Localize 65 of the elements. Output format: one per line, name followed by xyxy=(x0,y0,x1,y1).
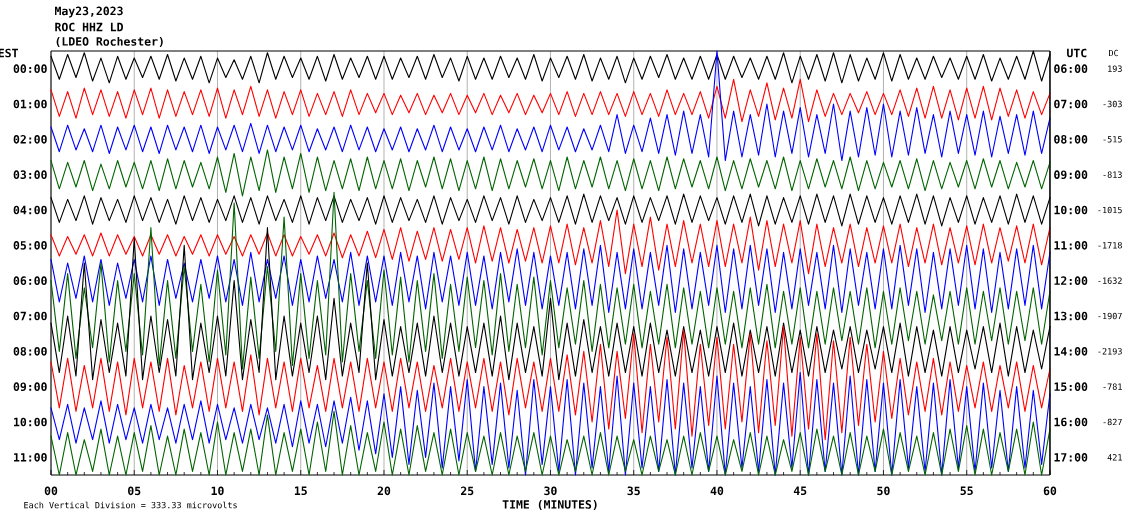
y2-axis-title: UTC xyxy=(1067,48,1087,58)
line-series xyxy=(50,410,1051,476)
y2-tick-label: 17:00 xyxy=(1054,453,1088,462)
x-axis-title: TIME (MINUTES) xyxy=(502,499,597,511)
y2-tick-label: 13:00 xyxy=(1054,311,1088,321)
x-tick-label: 25 xyxy=(460,486,474,496)
y-tick-label: 04:00 xyxy=(13,205,47,215)
x-tick-label: 20 xyxy=(377,486,391,496)
y2-tick-label: 06:00 xyxy=(1054,64,1088,73)
text: -827 xyxy=(1103,418,1122,426)
text: 193 xyxy=(1108,65,1122,72)
y-tick-label: 01:00 xyxy=(13,99,47,109)
text: -1718 xyxy=(1098,242,1122,249)
y-tick-label: 07:00 xyxy=(13,311,47,321)
text: -515 xyxy=(1103,136,1122,143)
y2-tick-label: 09:00 xyxy=(1054,170,1088,180)
x-tick-label: 30 xyxy=(544,486,557,496)
text: -813 xyxy=(1103,171,1122,178)
x-tick-label: 60 xyxy=(1043,486,1057,496)
line-series xyxy=(50,209,1051,275)
y2-tick-label: 16:00 xyxy=(1054,417,1088,427)
y-tick-label: 09:00 xyxy=(13,382,47,392)
x-tick-label: 05 xyxy=(128,486,141,496)
y-tick-label: 05:00 xyxy=(13,241,47,250)
y2-tick-label: 12:00 xyxy=(1054,276,1088,285)
line-series xyxy=(50,191,1051,370)
y2-tick-label: 14:00 xyxy=(1054,347,1088,356)
y-tick-label: 11:00 xyxy=(14,453,47,462)
chart-subtitle: ROC HHZ LD xyxy=(55,22,123,32)
y-tick-label: 02:00 xyxy=(13,135,47,144)
x-tick-label: 35 xyxy=(627,486,640,496)
chart-title: May23,2023 xyxy=(55,6,123,18)
x-tick-label: 10 xyxy=(211,486,224,496)
x-tick-label: 00 xyxy=(44,486,58,496)
x-tick-label: 45 xyxy=(793,486,807,496)
line-series xyxy=(50,326,1051,441)
text: Each Vertical Division = 333.33 microvolts xyxy=(24,501,237,509)
x-tick-label: 15 xyxy=(294,486,307,496)
y2-tick-label: 15:00 xyxy=(1054,382,1088,391)
y2-tick-label: 10:00 xyxy=(1054,205,1088,215)
text: DC xyxy=(1109,49,1119,57)
text: -303 xyxy=(1103,100,1122,108)
y-tick-label: 08:00 xyxy=(13,347,47,356)
text: -781 xyxy=(1103,383,1122,390)
y-tick-label: 00:00 xyxy=(13,64,47,73)
text: -1015 xyxy=(1098,206,1122,214)
text: 421 xyxy=(1107,454,1122,461)
y2-tick-label: 07:00 xyxy=(1054,99,1088,109)
line-series xyxy=(50,50,1051,162)
text: (LDEO Rochester) xyxy=(56,36,163,48)
y2-tick-label: 08:00 xyxy=(1054,135,1088,144)
line-series xyxy=(50,244,1051,314)
line-series xyxy=(50,149,1051,197)
x-tick-label: 50 xyxy=(877,486,890,496)
line-series xyxy=(50,78,1051,123)
y-tick-label: 10:00 xyxy=(14,417,47,427)
text: -1632 xyxy=(1098,277,1122,284)
y-tick-label: 06:00 xyxy=(13,276,47,286)
y2-tick-label: 11:00 xyxy=(1054,241,1088,250)
y-tick-label: 03:00 xyxy=(13,170,47,179)
x-tick-label: 40 xyxy=(710,486,724,496)
x-tick-label: 55 xyxy=(960,486,973,496)
text: -2193 xyxy=(1098,348,1122,355)
text: -1907 xyxy=(1098,312,1122,320)
line-series xyxy=(50,371,1051,476)
